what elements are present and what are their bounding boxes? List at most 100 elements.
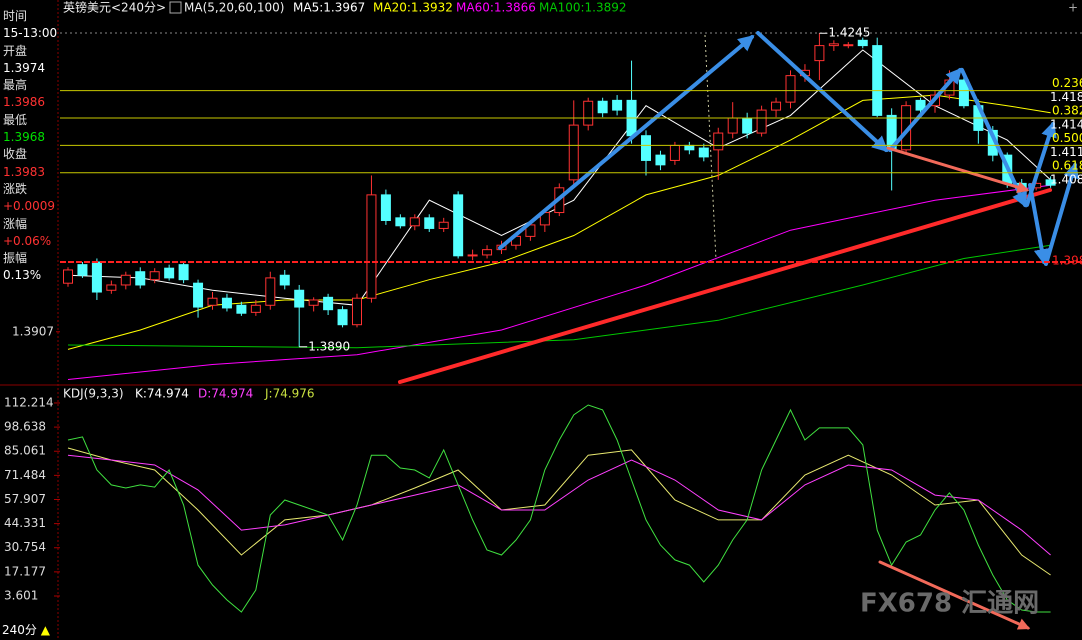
candle-body [713, 132, 724, 151]
fib-price: 1.4118 [1050, 145, 1082, 159]
arrow [886, 146, 1030, 193]
candle-body [221, 297, 232, 309]
arrow [960, 68, 1027, 208]
candle-body [453, 194, 464, 257]
candle-body [872, 45, 883, 116]
candle-body [352, 297, 362, 326]
period-selector[interactable]: 240分 ▲ [2, 621, 50, 638]
info-value: 0.13% [3, 268, 42, 283]
fib-price: 1.4087 [1050, 172, 1082, 186]
candle-body [568, 124, 579, 181]
candle-body [727, 117, 738, 134]
candle-body [308, 299, 319, 306]
series-line [67, 94, 1051, 350]
y-tick-label: 98.638 [4, 420, 46, 434]
candle-body [467, 254, 478, 257]
chart-title: KDJ(9,3,3) [63, 387, 124, 401]
fib-ratio: 0.236 [1052, 76, 1082, 90]
y-tick-label: 1.3907 [12, 324, 54, 338]
candle-body [771, 101, 782, 111]
legend-entry: D:74.974 [198, 387, 253, 401]
info-label: 最高 [3, 78, 28, 93]
candle-body [698, 147, 709, 158]
info-value: 1.3986 [3, 95, 45, 110]
candle-body [409, 217, 420, 227]
annotation-label: 1.3890 [308, 339, 350, 353]
y-tick-label: 57.907 [4, 492, 46, 506]
indicator-label: MA(5,20,60,100) [184, 1, 284, 15]
candle-body [438, 221, 449, 229]
candle-body [106, 284, 117, 291]
period-label[interactable]: 240分 [2, 623, 37, 637]
y-tick-label: 44.331 [4, 516, 46, 530]
info-label: 收盘 [3, 147, 28, 162]
candle-body [742, 117, 753, 134]
candle-body [265, 277, 276, 306]
annotations [398, 31, 1080, 630]
legend-entry: MA100:1.3892 [539, 1, 627, 15]
arrow [756, 31, 889, 153]
info-panel: 时间 15-13:00 开盘 1.3974 最高 1.3986 最低 1.3968 收盘 1.39… [0, 8, 57, 285]
candle-body [395, 217, 406, 227]
info-value: 1.3968 [3, 130, 45, 145]
candle-body [785, 75, 796, 103]
candle-body [337, 309, 348, 326]
y-tick-label: 30.754 [4, 540, 46, 554]
candle-body [958, 79, 969, 107]
arrow [498, 34, 755, 250]
candle-body [857, 39, 868, 47]
info-label: 涨跌 [3, 181, 28, 196]
info-label: 振幅 [3, 251, 28, 266]
candle-body [583, 100, 594, 126]
candle-body [655, 154, 666, 166]
candle-body [63, 269, 73, 284]
legend-entry: MA60:1.3866 [456, 1, 536, 15]
candle-body [77, 264, 88, 276]
candle-body [814, 45, 825, 62]
candle-body [482, 249, 493, 256]
candle-body [120, 274, 131, 286]
arrow [878, 560, 1031, 630]
ma-icon [169, 1, 182, 14]
y-tick-label: 112.214 [4, 395, 54, 409]
y-tick-label: 3.601 [4, 589, 38, 603]
candle-body [236, 304, 247, 314]
candle-body [294, 289, 305, 308]
expand-icon[interactable]: + [1068, 1, 1078, 15]
legend-entry: K:74.974 [135, 387, 189, 401]
candle-body [207, 297, 218, 306]
candle-body [135, 271, 146, 286]
arrow [1028, 183, 1050, 266]
candle-body [684, 144, 695, 151]
series-line [67, 447, 1051, 576]
candle-body [424, 217, 435, 229]
candle-body [669, 144, 680, 161]
candle-body [1045, 179, 1056, 186]
candle-body [915, 99, 926, 111]
candle-body [641, 135, 651, 161]
candle-body [828, 43, 839, 47]
candle-body [323, 296, 334, 311]
period-icon[interactable]: ▲ [40, 623, 50, 637]
candle-body [250, 304, 261, 313]
fib-price: 1.4149 [1050, 118, 1082, 132]
candle-body [178, 264, 189, 281]
series-line [67, 404, 1051, 613]
info-value: 15-13:00 [3, 26, 58, 41]
arrow [1044, 161, 1080, 266]
candle-body [164, 267, 175, 279]
series-line [67, 49, 1051, 306]
y-tick-label: 71.484 [4, 468, 46, 482]
legend-entry: MA5:1.3967 [293, 1, 365, 15]
candle-body [193, 282, 204, 308]
series-line [67, 184, 1051, 380]
info-label: 最低 [3, 112, 28, 127]
trend-line [398, 188, 1052, 384]
fib-ratio: 0.500 [1052, 131, 1082, 145]
candle-body [91, 261, 102, 293]
fib-ratio: 0.618 [1052, 158, 1082, 172]
candle-body [843, 44, 854, 47]
candle-body [366, 194, 377, 299]
